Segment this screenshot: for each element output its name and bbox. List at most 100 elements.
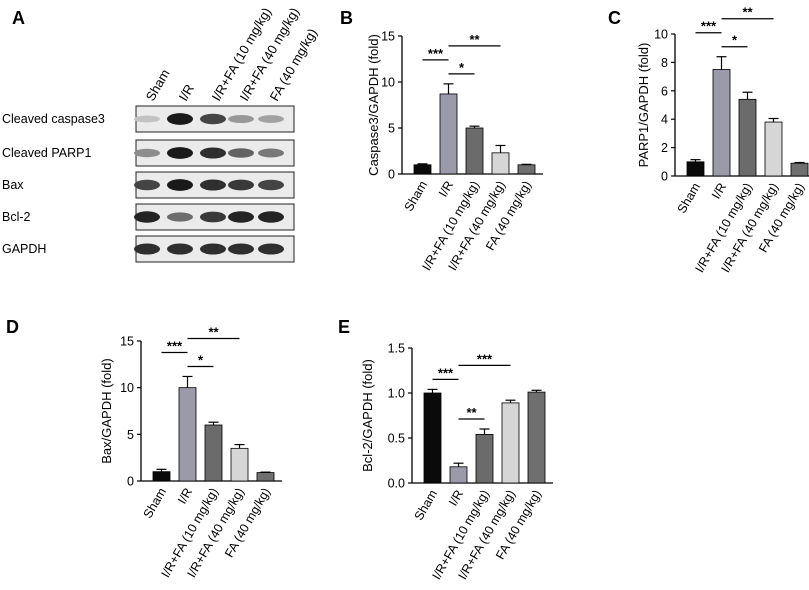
significance-label: **: [466, 405, 477, 420]
y-tick-label: 0.0: [388, 477, 405, 491]
bar-5: [256, 472, 275, 482]
y-axis-label: Bax/GAPDH (fold): [99, 358, 114, 463]
panel-letter: C: [608, 8, 621, 28]
blot-band: [258, 211, 284, 223]
y-tick-label: 15: [381, 30, 395, 44]
bar-1: [686, 161, 705, 177]
blot-band: [258, 179, 284, 191]
x-category-label: I/R: [709, 181, 729, 202]
y-tick-label: 0: [661, 170, 668, 184]
y-tick-label: 0: [127, 475, 134, 489]
bar-4: [501, 402, 520, 484]
bar-1: [152, 471, 171, 482]
bar-4: [230, 447, 249, 482]
y-tick-label: 10: [381, 76, 395, 90]
bar-3: [738, 98, 757, 177]
blot-band: [258, 243, 284, 255]
significance-label: *: [732, 33, 738, 48]
x-category-label: Sham: [141, 486, 169, 521]
significance-label: ***: [167, 338, 183, 353]
blot-band: [228, 179, 254, 191]
y-tick-label: 1.0: [388, 387, 405, 401]
bar-4: [764, 121, 783, 177]
y-tick-label: 0.5: [388, 432, 405, 446]
blot-band: [258, 148, 284, 158]
significance-label: ***: [701, 19, 717, 34]
bar-3: [475, 433, 494, 484]
significance-label: *: [198, 352, 204, 367]
blot-band: [167, 243, 193, 255]
y-tick-label: 6: [661, 84, 668, 98]
y-tick-label: 10: [120, 381, 134, 395]
x-category-label: Sham: [402, 179, 430, 214]
blot-band: [134, 179, 160, 191]
bar-5: [527, 391, 546, 484]
bar-1: [413, 164, 432, 175]
y-tick-label: 15: [120, 335, 134, 349]
significance-label: ***: [428, 46, 444, 61]
y-tick-label: 4: [661, 113, 668, 127]
panel-letter-a: A: [12, 8, 25, 28]
significance-label: **: [469, 32, 480, 47]
blot-band: [167, 147, 193, 159]
y-axis-label: Caspase3/GAPDH (fold): [366, 34, 381, 176]
panel-letter: D: [6, 317, 19, 337]
blot-band: [134, 211, 160, 223]
significance-label: **: [742, 5, 753, 20]
blot-band: [167, 113, 193, 125]
blot-band: [134, 243, 160, 255]
western-blot-panel: A Sham I/R I/R+FA (10 mg/kg)I/R+FA (40 mg/…: [2, 5, 320, 263]
blot-band: [228, 211, 254, 223]
bar-5: [790, 162, 809, 177]
blot-row-label: Bcl-2: [2, 210, 31, 224]
bar-3: [204, 424, 223, 482]
blot-band: [200, 147, 226, 159]
blot-band: [200, 113, 226, 125]
significance-label: ***: [477, 351, 493, 366]
y-axis-label: Bcl-2/GAPDH (fold): [360, 359, 375, 472]
x-category-label: I/R: [175, 486, 195, 507]
blot-row-label: Cleaved caspase3: [2, 112, 105, 126]
bar-4: [491, 152, 510, 175]
lane-label: Sham: [143, 67, 173, 104]
blot-row-label: GAPDH: [2, 242, 46, 256]
blot-band: [228, 148, 254, 158]
y-axis-label: PARP1/GAPDH (fold): [636, 43, 651, 168]
blot-band: [167, 179, 193, 191]
blot-band: [134, 148, 160, 158]
x-category-label: Sham: [412, 488, 440, 523]
bar-3: [465, 127, 484, 175]
panel-letter: E: [338, 317, 350, 337]
blot-row-label: Bax: [2, 178, 24, 192]
bar-2: [712, 69, 731, 177]
blot-band: [200, 179, 226, 191]
x-category-label: I/R: [436, 179, 456, 200]
y-tick-label: 1.5: [388, 342, 405, 356]
blot-band: [134, 115, 160, 123]
bar-2: [449, 466, 468, 484]
y-tick-label: 8: [661, 56, 668, 70]
lane-label: I/R: [176, 82, 197, 104]
blot-band: [200, 243, 226, 255]
blot-band: [228, 114, 254, 124]
significance-label: *: [459, 60, 465, 75]
bar-5: [517, 164, 536, 175]
blot-band: [258, 115, 284, 123]
y-tick-label: 5: [127, 428, 134, 442]
blot-band: [200, 211, 226, 223]
bar-1: [423, 392, 442, 484]
panel-letter: B: [340, 8, 353, 28]
significance-label: **: [208, 324, 219, 339]
y-tick-label: 0: [388, 168, 395, 182]
y-tick-label: 5: [388, 122, 395, 136]
x-category-label: Sham: [675, 181, 703, 216]
blot-row-label: Cleaved PARP1: [2, 146, 91, 160]
blot-band: [167, 212, 193, 222]
y-tick-label: 10: [654, 28, 668, 42]
